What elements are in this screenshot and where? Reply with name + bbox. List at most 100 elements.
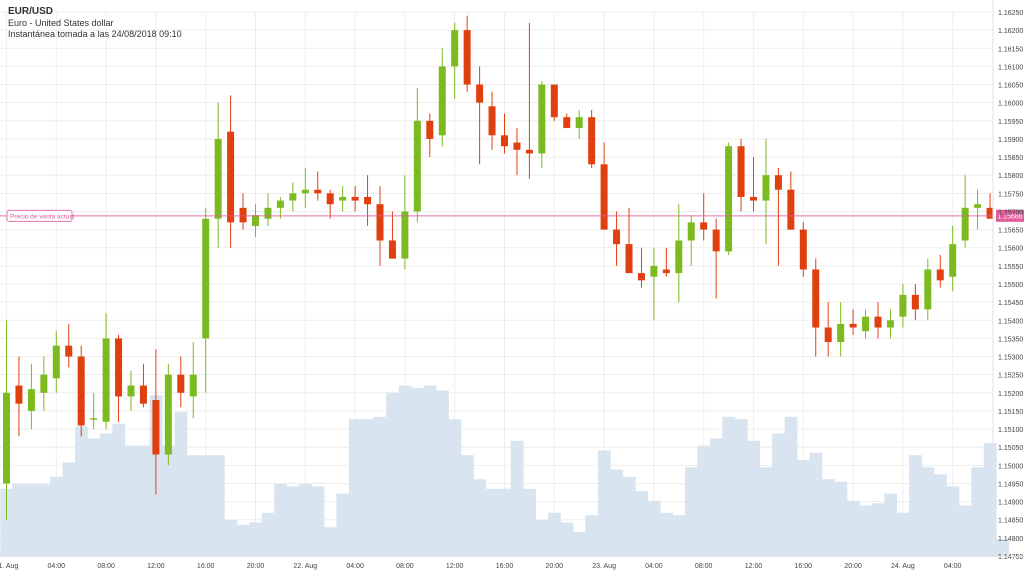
volume-bar [548, 512, 561, 556]
volume-bar [485, 488, 499, 556]
candle-down [376, 204, 384, 241]
volume-bar [211, 455, 225, 556]
candle-up [214, 138, 222, 219]
candles [3, 15, 994, 520]
candle-up [301, 189, 309, 194]
volume-bar [261, 512, 275, 556]
volume-bar [859, 505, 873, 556]
candle-up [52, 345, 60, 379]
price-value-label: 1.15688 [997, 213, 1022, 220]
y-tick-label: 1.15950 [998, 119, 1023, 126]
candle-down [662, 269, 670, 274]
candle-up [725, 146, 733, 252]
candle-down [115, 338, 123, 397]
volume-bar [473, 479, 487, 556]
volume-bar [448, 419, 462, 556]
volume-bar [772, 433, 786, 556]
volume-bar [597, 450, 611, 556]
y-tick-label: 1.14950 [998, 481, 1023, 488]
y-tick-label: 1.14750 [998, 554, 1023, 561]
x-tick-label: 08:00 [396, 563, 414, 570]
candle-down [737, 146, 745, 197]
price-value-box [996, 209, 1024, 222]
candle-down [426, 120, 434, 139]
candle-down [613, 229, 621, 245]
candle-down [239, 207, 247, 223]
volume-bar [934, 474, 947, 556]
volume-bar [274, 484, 288, 556]
volume-bar [958, 505, 972, 556]
candle-down [227, 131, 235, 223]
volume-bar [373, 416, 387, 556]
volume-bar [361, 419, 375, 556]
volume-bar [585, 515, 599, 556]
volume-bar [709, 438, 723, 556]
price-line-label: Precio de venta actual [10, 213, 75, 220]
candle-up [40, 374, 48, 393]
candle-down [588, 117, 596, 165]
x-tick-label: 04:00 [645, 563, 663, 570]
volume-bar [25, 484, 39, 556]
volume-bar [37, 484, 51, 556]
y-axis: 1.14750 1.14800 1.14850 1.14900 1.14950 1.150… [992, 0, 1023, 561]
y-tick-label: 1.15500 [998, 282, 1023, 289]
price-label-box [6, 209, 73, 222]
candle-down [139, 385, 147, 404]
volume-bar [436, 390, 449, 556]
volume-bar [572, 532, 586, 556]
candle-up [961, 207, 969, 241]
chart-header: EUR/USD Euro - United States dollar Inst… [8, 6, 182, 41]
volume-bar [12, 484, 26, 556]
volume-bar [336, 493, 350, 556]
volume-bar [124, 445, 138, 556]
candle-down [911, 294, 919, 310]
candle-up [127, 385, 135, 397]
candle-down [364, 196, 372, 205]
candle-down [986, 207, 994, 219]
candle-up [837, 323, 845, 343]
volume-bar [685, 467, 698, 556]
volume-bar [909, 455, 922, 556]
volume-bar [846, 500, 860, 556]
candle-up [949, 244, 957, 277]
candle-up [687, 222, 695, 241]
volume-bar [74, 426, 88, 556]
y-tick-label: 1.15750 [998, 191, 1023, 198]
y-tick-label: 1.15200 [998, 391, 1023, 398]
x-tick-label: 23. Aug [592, 563, 616, 570]
candle-up [862, 316, 870, 332]
x-tick-label: 12:00 [147, 563, 165, 570]
volume-bar [249, 522, 263, 556]
volume-bar [311, 486, 325, 556]
x-tick-label: 12:00 [745, 563, 763, 570]
y-tick-label: 1.15150 [998, 409, 1023, 416]
x-tick-label: 04:00 [944, 563, 962, 570]
candle-down [600, 164, 608, 230]
candle-down [849, 323, 857, 328]
volume-bar [697, 445, 711, 556]
candle-down [77, 356, 85, 426]
x-tick-label: 24. Aug [891, 563, 915, 570]
volume-bar [809, 452, 823, 556]
volume-bar [921, 467, 935, 556]
candle-down [936, 269, 944, 281]
candle-down [700, 222, 708, 230]
y-tick-label: 1.15000 [998, 463, 1023, 470]
candle-up [675, 240, 683, 274]
x-tick-label: 16:00 [795, 563, 813, 570]
x-tick-label: 08:00 [695, 563, 713, 570]
candle-down [15, 385, 23, 404]
volume-bar [50, 476, 63, 556]
y-tick-label: 1.15700 [998, 209, 1023, 216]
y-tick-label: 1.16150 [998, 46, 1023, 53]
candle-up [164, 374, 172, 455]
volume-bar [560, 522, 574, 556]
candle-down [637, 273, 645, 281]
volume-bar [411, 388, 424, 556]
volume-bars [0, 385, 1010, 556]
volume-bar [87, 438, 101, 556]
x-tick-label: 20:00 [546, 563, 564, 570]
x-tick-label: 04:00 [48, 563, 66, 570]
volume-bar [983, 443, 997, 556]
